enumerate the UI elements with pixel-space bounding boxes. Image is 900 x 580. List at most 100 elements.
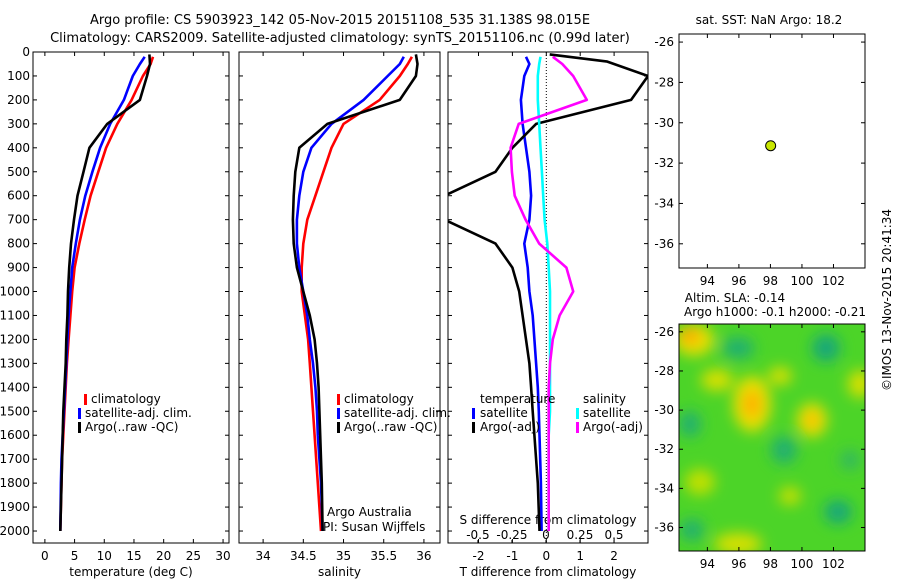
heatmap-blob — [679, 411, 701, 437]
lat-tick-label: -26 — [654, 325, 674, 339]
legend-label-satellite: satellite-adj. clim. — [344, 406, 451, 420]
lon-tick-label: 98 — [763, 274, 778, 288]
y-tick-label: 1500 — [0, 404, 30, 418]
x-tick-label: 20 — [156, 549, 171, 563]
lat-tick-label: -32 — [654, 156, 674, 170]
legend-label-temp-satellite: satellite — [480, 406, 528, 420]
lat-tick-label: -34 — [654, 196, 674, 210]
x-tick-label: 10 — [97, 549, 112, 563]
float-position-marker — [765, 140, 777, 152]
y-tick-label: 800 — [7, 237, 30, 251]
heatmap-blob — [771, 436, 797, 464]
legend-label-sal-satellite: satellite — [583, 406, 631, 420]
x-tick-label: 1 — [576, 549, 584, 563]
lat-tick-label: -36 — [654, 237, 674, 251]
y-tick-label: 1100 — [0, 308, 30, 322]
map-frame — [678, 323, 866, 552]
lat-tick-label: -30 — [654, 403, 674, 417]
map-top-title: sat. SST: NaN Argo: 18.2 — [696, 13, 843, 27]
lon-tick-label: 100 — [790, 557, 813, 571]
imos-side-label: ©IMOS 13-Nov-2015 20:41:34 — [880, 209, 894, 391]
heatmap-blob — [685, 469, 715, 495]
legend-swatch-sal-satellite — [576, 408, 579, 419]
difference-legend: temperature salinity satellite Argo(-adj… — [472, 392, 643, 434]
y-tick-label: 1900 — [0, 500, 30, 514]
legend-title-temperature: temperature — [480, 392, 555, 406]
series-group — [59, 54, 155, 532]
legend-swatch-argo — [78, 422, 81, 433]
heatmap-blob — [743, 390, 761, 418]
y-tick-label: 100 — [7, 69, 30, 83]
temperature-legend: climatology satellite-adj. clim. Argo(..… — [78, 392, 192, 434]
sla-title-line2: Argo h1000: -0.1 h2000: -0.21 — [684, 305, 866, 319]
lon-tick-label: 96 — [731, 274, 746, 288]
heatmap-blob — [681, 328, 699, 344]
legend-title-salinity: salinity — [583, 392, 626, 406]
legend-label-temp-argo: Argo(-adj) — [480, 420, 540, 434]
x-tick-label: -2 — [473, 549, 485, 563]
y-tick-label: 1000 — [0, 285, 30, 299]
lat-tick-label: -30 — [654, 116, 674, 130]
series-group — [448, 53, 648, 532]
float-location-map: 94 96 98 100 102 -26 -28 -30 -32 -34 -36 — [654, 33, 866, 288]
x2-tick-label: 0.25 — [567, 528, 594, 542]
series-line-argo — [291, 54, 419, 532]
legend-swatch-satellite — [78, 408, 81, 419]
y-tick-label: 0 — [22, 45, 30, 59]
series-line-climatology — [300, 56, 414, 532]
lat-tick-label: -26 — [654, 35, 674, 49]
float-program-label: Argo Australia — [327, 505, 412, 519]
heatmap-blob — [824, 500, 852, 524]
y-tick-label: 600 — [7, 189, 30, 203]
series-line-satellite — [519, 56, 543, 532]
heatmap-blob — [840, 450, 860, 470]
legend-label-climatology: climatology — [344, 392, 414, 406]
lon-tick-label: 102 — [822, 557, 845, 571]
lon-tick-label: 94 — [700, 557, 715, 571]
x-axis-label: temperature (deg C) — [69, 565, 192, 579]
x-tick-label: 35 — [336, 549, 351, 563]
y-tick-label: 1200 — [0, 332, 30, 346]
legend-swatch-temp-argo — [472, 422, 475, 433]
y-tick-label: 300 — [7, 117, 30, 131]
x2-tick-label: 0.5 — [604, 528, 623, 542]
legend-swatch-temp-satellite — [472, 408, 475, 419]
y-tick-label: 200 — [7, 93, 30, 107]
legend-label-sal-argo: Argo(-adj) — [583, 420, 643, 434]
legend-swatch-climatology — [337, 394, 340, 405]
legend-swatch-satellite — [337, 408, 340, 419]
x-axis-label: T difference from climatology — [459, 565, 637, 579]
x-tick-label: 0 — [41, 549, 49, 563]
x-tick-label: 5 — [71, 549, 79, 563]
legend-swatch-climatology — [84, 394, 87, 405]
y-tick-label: 1300 — [0, 356, 30, 370]
series-line-argo — [448, 53, 648, 532]
x-tick-label: 30 — [215, 549, 230, 563]
lat-tick-label: -36 — [654, 521, 674, 535]
x-tick-label: 2 — [610, 549, 618, 563]
lat-tick-label: -32 — [654, 442, 674, 456]
sla-title-line1: Altim. SLA: -0.14 — [685, 291, 785, 305]
x-tick-label: 34 — [255, 549, 270, 563]
x2-tick-label: 0 — [542, 528, 550, 542]
heatmap-blob — [779, 487, 801, 505]
heatmap-blob — [714, 533, 762, 551]
heatmap-blob — [680, 519, 704, 541]
y-tick-label: 400 — [7, 141, 30, 155]
lat-tick-label: -28 — [654, 75, 674, 89]
salinity-legend: climatology satellite-adj. clim. Argo(..… — [323, 392, 451, 534]
difference-profile-panel: -2 -1 0 1 2 T difference from climatology -0.5… — [447, 51, 649, 579]
x-tick-label: -1 — [506, 549, 518, 563]
y-tick-label: 2000 — [0, 524, 30, 538]
legend-swatch-argo — [337, 422, 340, 433]
lon-tick-label: 98 — [763, 557, 778, 571]
plot-frame — [32, 51, 230, 544]
series-line-sal_argo — [509, 55, 589, 531]
sla-heatmap-field — [679, 324, 865, 551]
heatmap-blob — [701, 369, 733, 391]
y-tick-label: 1800 — [0, 476, 30, 490]
x-axis-label: salinity — [318, 565, 361, 579]
x-tick-label: 25 — [186, 549, 201, 563]
legend-swatch-sal-argo — [576, 422, 579, 433]
legend-label-argo: Argo(..raw -QC) — [85, 420, 178, 434]
